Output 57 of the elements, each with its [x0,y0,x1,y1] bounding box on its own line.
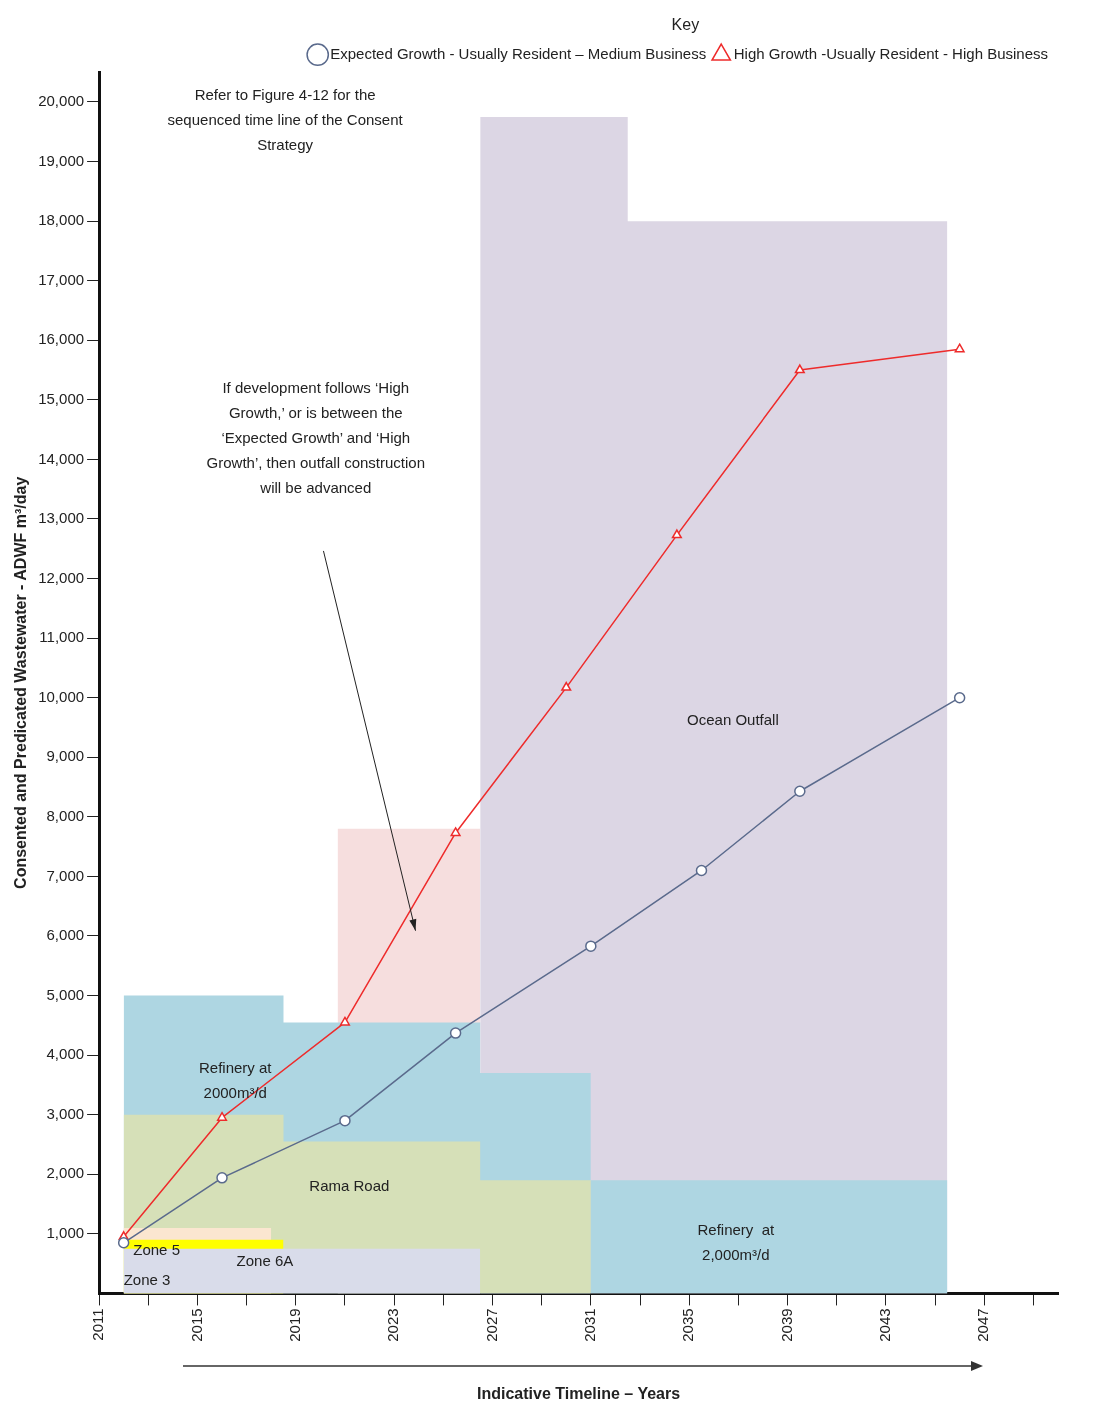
annotation: Zone 3 [123,1271,171,1289]
y-axis-title: Consented and Predicated Wastewater - ADWF m³/day [12,476,30,889]
y-tick-label: 20,000 [38,92,85,110]
x-tick-label: 2043 [876,1308,894,1342]
y-tick-label: 19,000 [38,151,85,169]
x-tick-label: 2039 [777,1308,795,1342]
y-tick-label: 1,000 [46,1224,85,1241]
y-tick-label: 14,000 [38,449,85,467]
y-tick-label: 4,000 [46,1045,85,1063]
y-tick-label: 5,000 [46,985,85,1003]
x-tick-label: 2031 [580,1308,598,1342]
y-tick-label: 6,000 [46,926,85,944]
point [449,1027,462,1039]
x-axis-title: Indicative Timeline – Years [477,1384,681,1402]
annotation: Refinery at 2,000m³/d [697,1221,775,1263]
point [561,681,572,691]
point [117,1237,130,1249]
legend-title: Key [671,16,700,34]
y-tick-label: 18,000 [38,211,85,229]
x-tick-label: 2047 [974,1308,992,1342]
y-tick-label: 11,000 [39,628,85,646]
point [953,691,966,704]
point [216,1111,228,1121]
y-tick-label: 15,000 [38,389,85,407]
y-tick-label: 10,000 [38,687,85,705]
point [794,364,805,374]
annotation: Zone 6A [236,1251,294,1269]
legend-label: High Growth -Usually Resident - High Business [733,44,1049,62]
x-tick-label: 2035 [679,1308,697,1342]
y-tick-label: 2,000 [46,1164,85,1182]
y-tick-label: 3,000 [46,1104,85,1122]
point [671,529,682,539]
point [216,1172,228,1184]
annotation: Ocean Outfall [687,710,779,728]
annotation: If development follows ‘High Growth,’ or is between the ‘Expected Growth’ and ‘High Growth’, then outfall construction will be advanced [206,378,426,496]
y-tick-label: 8,000 [46,806,85,824]
x-tick-label: 2019 [285,1308,303,1342]
x-tick-label: 2011 [89,1308,107,1341]
point [339,1114,351,1127]
annotation: Refer to Figure 4-12 for the sequenced time line of the Consent Strategy [167,86,404,154]
point [339,1016,351,1026]
point [585,940,597,952]
y-tick-label: 13,000 [38,509,85,527]
y-tick-label: 7,000 [46,866,85,884]
point [695,864,708,877]
point [794,785,806,797]
y-tick-label: 9,000 [46,747,85,765]
y-tick-label: 17,000 [38,270,85,288]
annotation: Rama Road [309,1177,390,1195]
point [954,343,965,353]
y-tick-label: 12,000 [38,568,85,586]
x-tick-label: 2015 [187,1308,205,1342]
legend-label: Expected Growth - Usually Resident – Medium Business [330,44,707,62]
x-tick-label: 2027 [482,1308,500,1342]
y-tick-label: 16,000 [38,330,85,348]
x-tick-label: 2023 [384,1308,402,1342]
point [450,827,461,837]
